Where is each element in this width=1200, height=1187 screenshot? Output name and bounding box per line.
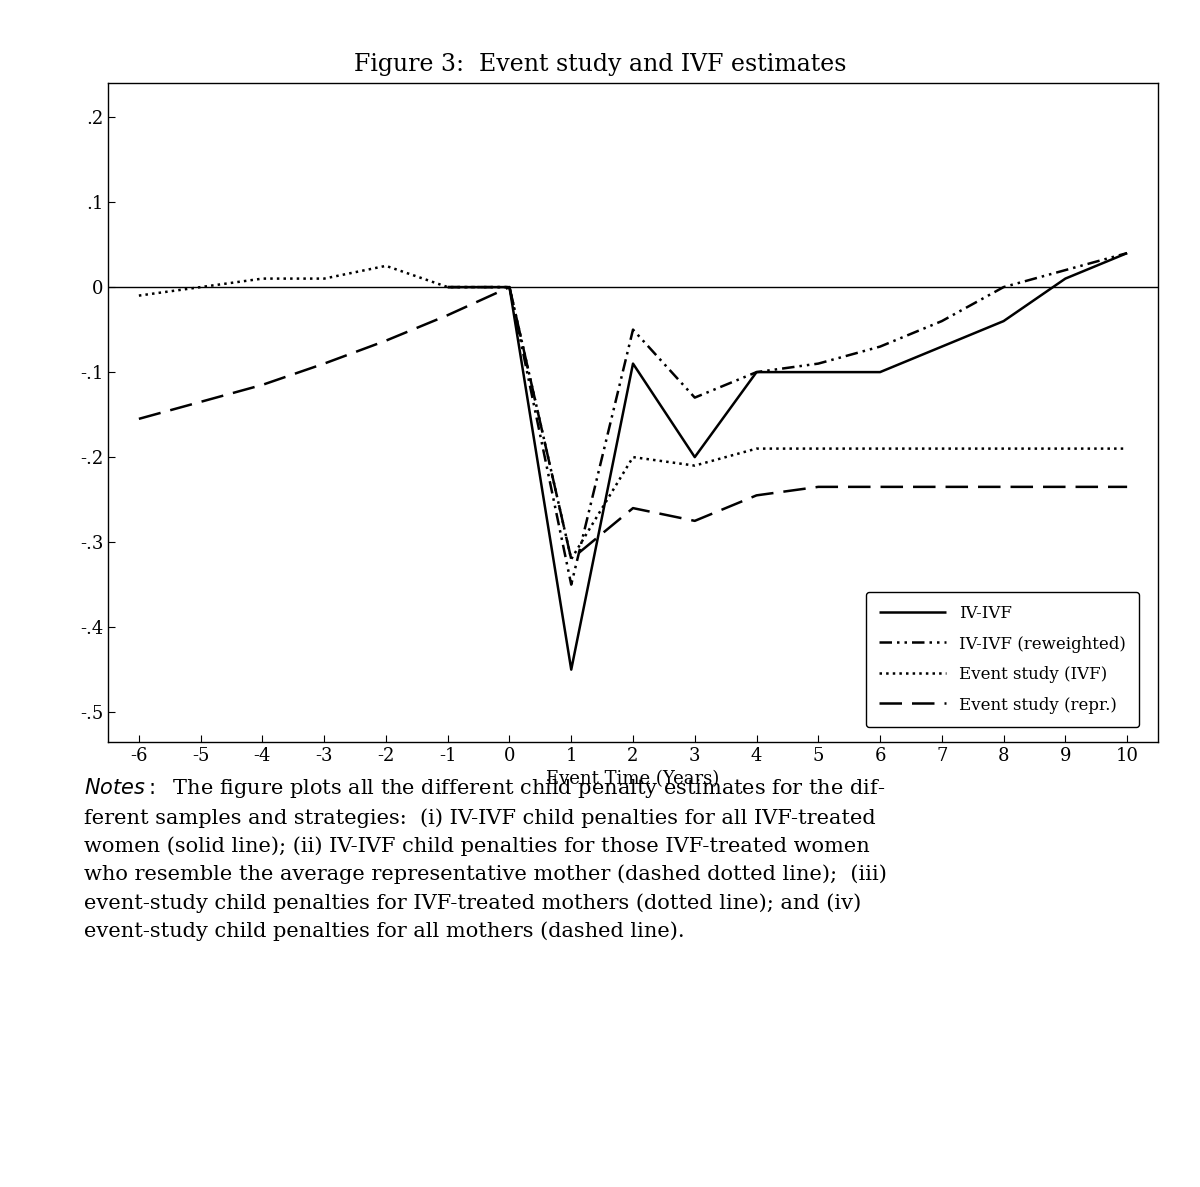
Event study (IVF) [996,442,1010,456]
Line: IV-IVF: IV-IVF [448,253,1127,669]
IV-IVF (reweighted) [564,578,578,592]
Event study (IVF) [749,442,763,456]
IV-IVF [749,364,763,379]
IV-IVF [688,450,702,464]
IV-IVF [872,364,887,379]
IV-IVF [935,339,949,354]
IV-IVF (reweighted) [440,280,455,294]
IV-IVF (reweighted) [749,364,763,379]
Event study (IVF) [564,552,578,566]
Event study (IVF) [811,442,826,456]
IV-IVF (reweighted) [688,391,702,405]
IV-IVF [1120,246,1134,260]
Event study (repr.) [935,480,949,494]
IV-IVF [564,662,578,677]
IV-IVF [440,280,455,294]
Legend: IV-IVF, IV-IVF (reweighted), Event study (IVF), Event study (repr.): IV-IVF, IV-IVF (reweighted), Event study… [865,591,1139,726]
Event study (repr.) [503,280,517,294]
Event study (repr.) [132,412,146,426]
X-axis label: Event Time (Years): Event Time (Years) [546,770,720,788]
IV-IVF (reweighted) [996,280,1010,294]
Event study (IVF) [193,280,208,294]
Event study (repr.) [440,309,455,323]
Event study (repr.) [872,480,887,494]
Event study (IVF) [440,280,455,294]
IV-IVF (reweighted) [935,315,949,329]
IV-IVF (reweighted) [872,339,887,354]
IV-IVF (reweighted) [811,356,826,370]
Event study (IVF) [1058,442,1073,456]
IV-IVF [1058,272,1073,286]
Event study (IVF) [935,442,949,456]
Event study (IVF) [688,458,702,472]
Event study (repr.) [996,480,1010,494]
Event study (IVF) [872,442,887,456]
Event study (repr.) [688,514,702,528]
Event study (repr.) [317,356,331,370]
IV-IVF [626,356,641,370]
IV-IVF (reweighted) [1120,246,1134,260]
Event study (repr.) [564,552,578,566]
IV-IVF [811,364,826,379]
Event study (IVF) [256,272,270,286]
Text: Figure 3:  Event study and IVF estimates: Figure 3: Event study and IVF estimates [354,53,846,76]
Line: Event study (repr.): Event study (repr.) [139,287,1127,559]
Event study (repr.) [193,395,208,410]
IV-IVF [503,280,517,294]
Event study (repr.) [1058,480,1073,494]
Event study (IVF) [626,450,641,464]
Event study (repr.) [1120,480,1134,494]
Event study (repr.) [626,501,641,515]
Event study (repr.) [749,488,763,502]
Line: IV-IVF (reweighted): IV-IVF (reweighted) [448,253,1127,585]
IV-IVF (reweighted) [1058,264,1073,278]
Text: $\it{Notes:}$  The figure plots all the different child penalty estimates for th: $\it{Notes:}$ The figure plots all the d… [84,775,887,941]
IV-IVF (reweighted) [503,280,517,294]
IV-IVF (reweighted) [626,323,641,337]
IV-IVF [996,315,1010,329]
Event study (IVF) [1120,442,1134,456]
Event study (IVF) [503,280,517,294]
Event study (repr.) [811,480,826,494]
Line: Event study (IVF): Event study (IVF) [139,266,1127,559]
Event study (IVF) [132,288,146,303]
Event study (IVF) [317,272,331,286]
Event study (IVF) [379,259,394,273]
Event study (repr.) [256,377,270,392]
Event study (repr.) [379,334,394,348]
